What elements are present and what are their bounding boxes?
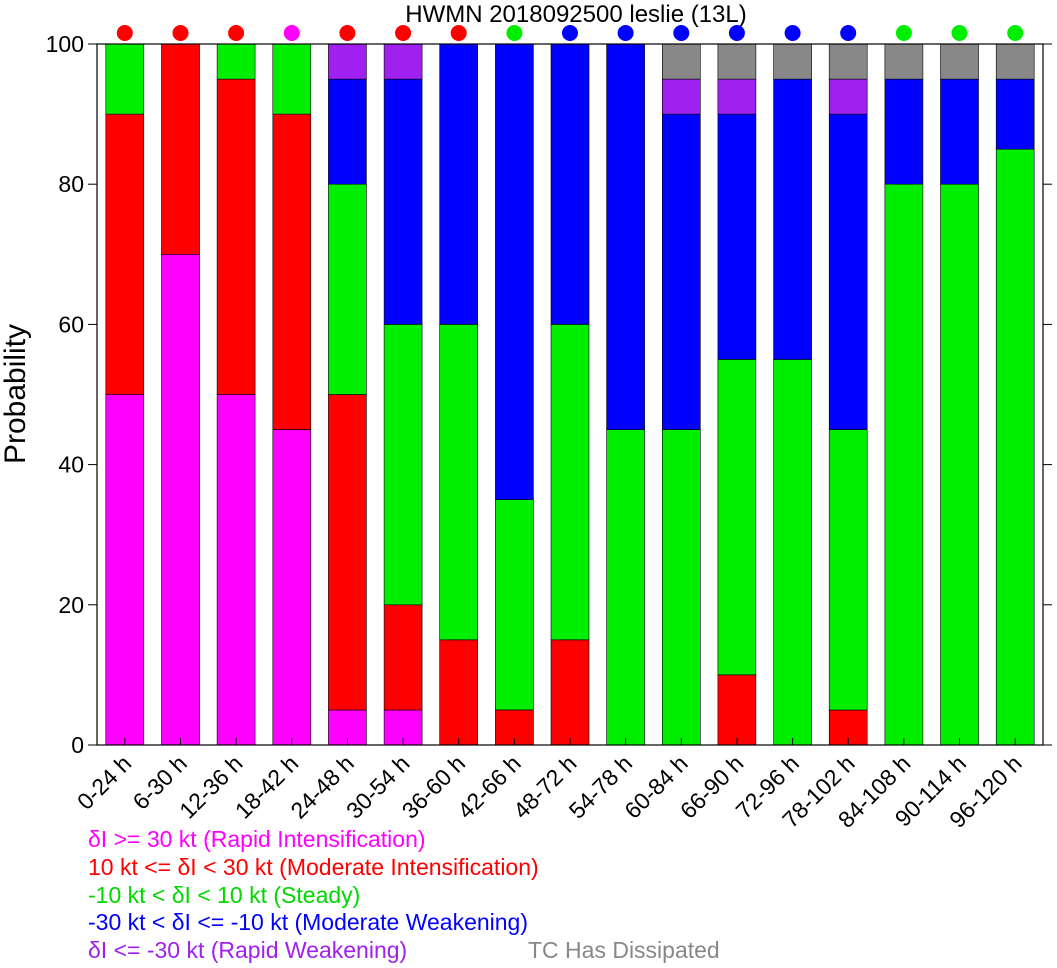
bar-segment-24-48 h-s3 xyxy=(328,78,367,185)
bar-segment-18-42 h-s2 xyxy=(272,43,312,115)
bar-segment-24-48 h-s4 xyxy=(328,43,367,80)
bar-segment-54-78 h-s3 xyxy=(606,43,645,430)
bar-segment-84-108 h-s3 xyxy=(884,78,924,185)
markers-layer xyxy=(116,25,1024,41)
bar-segment-24-48 h-s1 xyxy=(328,394,367,711)
bar-segment-30-54 h-s1 xyxy=(383,604,423,711)
dominant-marker-66-90 h xyxy=(728,25,745,41)
bar-segment-66-90 h-s5 xyxy=(717,43,757,80)
bar-segment-72-96 h-s3 xyxy=(773,78,812,360)
bar-segment-36-60 h-s3 xyxy=(439,43,479,325)
bar-segment-12-36 h-s0 xyxy=(216,394,256,746)
bar-segment-78-102 h-s4 xyxy=(828,78,868,115)
bar-segment-96-120 h-s2 xyxy=(995,148,1035,746)
dominant-marker-30-54 h xyxy=(395,25,412,41)
legend-entry-rapid-weakening: δI <= -30 kt (Rapid Weakening) xyxy=(88,937,408,963)
bar-segment-48-72 h-s2 xyxy=(550,324,590,641)
x-ticks-layer: 0-24 h6-30 h12-36 h18-42 h24-48 h30-54 h… xyxy=(72,738,1027,833)
legend-entry-moderate-intensification: 10 kt <= δI < 30 kt (Moderate Intensific… xyxy=(88,854,539,880)
dominant-marker-78-102 h xyxy=(840,25,857,41)
bar-segment-6-30 h-s0 xyxy=(161,254,200,746)
bar-segment-24-48 h-s2 xyxy=(328,183,367,395)
y-axis-label: Probability xyxy=(0,324,32,464)
dominant-marker-18-42 h xyxy=(283,25,300,41)
dominant-marker-24-48 h xyxy=(339,25,356,41)
bar-segment-48-72 h-s3 xyxy=(550,43,590,325)
bar-segment-42-66 h-s2 xyxy=(495,499,534,711)
y-tick-label: 100 xyxy=(46,31,84,57)
dominant-marker-42-66 h xyxy=(506,25,523,41)
dominant-marker-12-36 h xyxy=(228,25,245,41)
bar-segment-60-84 h-s3 xyxy=(661,113,701,430)
dominant-marker-96-120 h xyxy=(1007,25,1024,41)
bar-segment-0-24 h-s1 xyxy=(105,113,145,395)
bar-segment-30-54 h-s4 xyxy=(383,43,423,80)
dominant-marker-84-108 h xyxy=(895,25,912,41)
dominant-marker-72-96 h xyxy=(784,25,801,41)
y-ticks-layer: 0 20 40 60 80 100 xyxy=(46,31,1052,758)
bar-segment-96-120 h-s5 xyxy=(995,43,1035,80)
chart-title: HWMN 2018092500 leslie (13L) xyxy=(405,1,747,28)
dominant-marker-6-30 h xyxy=(172,25,189,41)
bar-segment-30-54 h-s2 xyxy=(383,324,423,606)
y-tick-label: 80 xyxy=(58,171,84,197)
bar-segment-96-120 h-s3 xyxy=(995,78,1035,150)
bar-segment-66-90 h-s1 xyxy=(717,674,757,746)
y-tick-label: 60 xyxy=(58,311,84,337)
bar-segment-66-90 h-s4 xyxy=(717,78,757,115)
dominant-marker-54-78 h xyxy=(617,25,634,41)
bar-segment-36-60 h-s1 xyxy=(439,639,479,746)
plot-frame xyxy=(96,43,1044,746)
bar-segment-18-42 h-s1 xyxy=(272,113,312,430)
bar-segment-84-108 h-s2 xyxy=(884,183,924,746)
bar-segment-12-36 h-s2 xyxy=(216,43,256,80)
bar-segment-90-114 h-s2 xyxy=(940,183,979,746)
legend-entry-rapid-intensification: δI >= 30 kt (Rapid Intensification) xyxy=(88,826,426,852)
bar-segment-6-30 h-s1 xyxy=(161,43,200,255)
bar-segment-66-90 h-s2 xyxy=(717,359,757,676)
dominant-marker-0-24 h xyxy=(116,25,133,41)
dominant-marker-36-60 h xyxy=(450,25,467,41)
bars-layer xyxy=(105,43,1035,746)
bar-segment-90-114 h-s5 xyxy=(940,43,979,80)
bar-segment-78-102 h-s3 xyxy=(828,113,868,430)
bar-segment-60-84 h-s2 xyxy=(661,429,701,746)
y-tick-label: 0 xyxy=(71,732,84,758)
bar-segment-78-102 h-s5 xyxy=(828,43,868,80)
dominant-marker-60-84 h xyxy=(673,25,690,41)
bar-segment-78-102 h-s2 xyxy=(828,429,868,711)
bar-segment-54-78 h-s2 xyxy=(606,429,645,746)
bar-segment-42-66 h-s3 xyxy=(495,43,534,500)
bar-segment-30-54 h-s3 xyxy=(383,78,423,325)
y-tick-label: 40 xyxy=(58,452,84,478)
x-tick-label: 0-24 h xyxy=(72,750,137,815)
bar-segment-66-90 h-s3 xyxy=(717,113,757,360)
bar-segment-12-36 h-s1 xyxy=(216,78,256,395)
bar-segment-36-60 h-s2 xyxy=(439,324,479,641)
bar-segment-72-96 h-s5 xyxy=(773,43,812,80)
dominant-marker-90-114 h xyxy=(951,25,968,41)
legend-entry-moderate-weakening: -30 kt < δI <= -10 kt (Moderate Weakenin… xyxy=(88,909,529,935)
bar-segment-90-114 h-s3 xyxy=(940,78,979,185)
bar-segment-72-96 h-s2 xyxy=(773,359,812,746)
legend-entry-dissipated: TC Has Dissipated xyxy=(528,937,720,963)
bar-segment-48-72 h-s1 xyxy=(550,639,590,746)
bar-segment-60-84 h-s5 xyxy=(661,43,701,80)
bar-segment-18-42 h-s0 xyxy=(272,429,312,746)
dominant-marker-48-72 h xyxy=(562,25,578,41)
bar-segment-0-24 h-s2 xyxy=(105,43,145,115)
y-tick-label: 20 xyxy=(58,592,84,618)
bar-segment-0-24 h-s0 xyxy=(105,394,145,746)
bar-segment-84-108 h-s5 xyxy=(884,43,924,80)
bar-segment-60-84 h-s4 xyxy=(661,78,701,115)
legend-entry-steady: -10 kt < δI < 10 kt (Steady) xyxy=(88,882,361,908)
